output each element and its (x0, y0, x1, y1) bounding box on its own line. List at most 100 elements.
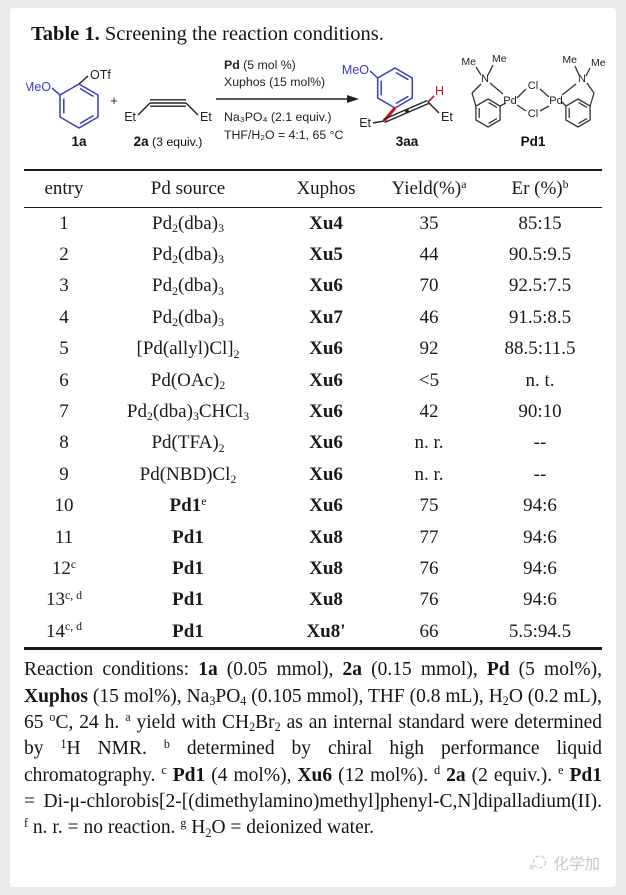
cell-er: -- (533, 463, 547, 485)
table-row: 10 Pd1e Xu6 75 94:6 (24, 491, 602, 522)
condition-line-2: Xuphos (15 mol%) (224, 75, 325, 89)
me-label-4: Me (591, 57, 606, 69)
cell-entry: 7 (59, 401, 69, 423)
n-label-right: N (578, 73, 586, 85)
cell-entry: 11 (54, 526, 74, 548)
cell-xu: Xu5 (309, 244, 343, 266)
cell-xu: Xu4 (309, 212, 343, 234)
condition-line-1: Pd (5 mol %) (224, 58, 296, 72)
table-row: 1 Pd2(dba)3 Xu4 35 85:15 (24, 208, 602, 240)
cell-pd: Pd2(dba)3 (152, 244, 224, 267)
paper-table-card: Table 1. Screening the reaction conditio… (10, 8, 616, 887)
watermark: 化学加 (528, 852, 600, 874)
me-label-2: Me (492, 53, 507, 65)
watermark-text: 化学加 (553, 855, 600, 873)
cell-yield: 44 (419, 244, 439, 266)
label-1a: 1a (71, 134, 87, 149)
cell-pd: Pd1 (172, 589, 204, 611)
cell-entry: 6 (59, 369, 69, 391)
cell-er: 90.5:9.5 (508, 244, 572, 266)
cell-pd: [Pd(allyl)Cl]2 (136, 338, 240, 361)
cell-er: 92.5:7.5 (508, 275, 572, 297)
product-3aa-structure: MeO Et H Et 3aa (342, 63, 453, 149)
cell-yield: 35 (419, 212, 439, 234)
cell-pd: Pd1 (172, 526, 204, 548)
cell-entry: 4 (59, 306, 69, 328)
cell-yield: 70 (419, 275, 439, 297)
cell-yield: 42 (419, 401, 439, 423)
pd-label-left: Pd (503, 95, 516, 107)
cell-er: 94:6 (523, 526, 557, 548)
cell-pd: Pd2(dba)3 (152, 275, 224, 298)
table-title-text: Screening the reaction conditions. (99, 23, 384, 45)
cell-entry: 9 (59, 463, 69, 485)
plus-sign: + (110, 94, 117, 108)
cell-xu: Xu8' (306, 620, 346, 642)
cell-entry: 3 (59, 275, 69, 297)
condition-line-4: THF/H₂O = 4:1, 65 °C (224, 128, 343, 142)
label-2a: 2a (3 equiv.) (134, 134, 203, 149)
et-label-2a-left: Et (124, 110, 136, 124)
n-label-left: N (481, 73, 489, 85)
cell-pd: Pd2(dba)3 (152, 212, 224, 235)
reaction-arrow-head (347, 95, 359, 103)
table-body: 1 Pd2(dba)3 Xu4 35 85:15 2 Pd2(dba)3 Xu5 44 90.5:… (24, 208, 602, 649)
header-entry: entry (24, 170, 104, 208)
table-row: 4 Pd2(dba)3 Xu7 46 91.5:8.5 (24, 302, 602, 333)
cell-entry: 10 (54, 495, 74, 517)
label-3aa: 3aa (396, 134, 419, 149)
cell-er: 94:6 (523, 557, 557, 579)
cell-yield: 66 (419, 620, 439, 642)
table-row: 6 Pd(OAc)2 Xu6 <5 n. t. (24, 365, 602, 396)
reaction-scheme: MeO OTf 1a + Et Et 2a (3 equiv.) Pd (5 m… (26, 53, 606, 149)
cell-er: 90:10 (518, 401, 562, 423)
cell-yield: <5 (418, 369, 440, 391)
cell-yield: n. r. (414, 432, 444, 454)
reactant-1a-structure: MeO OTf 1a (26, 68, 111, 149)
cl-label-top: Cl (528, 80, 538, 92)
cell-er: n. t. (525, 369, 555, 391)
cell-er: 94:6 (523, 495, 557, 517)
cell-entry: 14c, d (46, 620, 82, 642)
cell-xu: Xu6 (309, 463, 343, 485)
cell-pd: Pd2(dba)3CHCl3 (126, 401, 250, 424)
cell-yield: n. r. (414, 463, 444, 485)
table-row: 7 Pd2(dba)3CHCl3 Xu6 42 90:10 (24, 396, 602, 427)
cell-yield: 46 (419, 306, 439, 328)
header-xuphos: Xuphos (272, 170, 380, 208)
cell-yield: 92 (419, 338, 439, 360)
condition-line-3: Na₃PO₄ (2.1 equiv.) (224, 110, 332, 124)
cell-pd: Pd(TFA)2 (151, 432, 225, 455)
cell-entry: 13c, d (46, 588, 82, 611)
cell-er: -- (533, 432, 547, 454)
cell-xu: Xu6 (309, 275, 343, 297)
cell-er: 88.5:11.5 (504, 338, 576, 360)
cell-xu: Xu6 (309, 369, 343, 391)
cell-entry: 5 (59, 338, 69, 360)
allene-center-dot (405, 109, 409, 113)
cell-xu: Xu8 (309, 557, 343, 579)
cell-xu: Xu6 (309, 401, 343, 423)
header-yield: Yield(%)a (380, 170, 478, 208)
cell-pd: Pd2(dba)3 (152, 306, 224, 330)
table-title: Table 1. Screening the reaction conditio… (31, 21, 596, 47)
cl-label-bottom: Cl (528, 108, 538, 120)
table-row: 9 Pd(NBD)Cl2 Xu6 n. r. -- (24, 459, 602, 490)
cell-er: 91.5:8.5 (508, 306, 572, 328)
cell-entry: 1 (59, 212, 69, 234)
cell-pd: Pd(NBD)Cl2 (139, 463, 237, 487)
cell-entry: 8 (59, 432, 69, 454)
screening-table: entry Pd source Xuphos Yield(%)a Er (%)b… (24, 169, 602, 651)
cell-er: 94:6 (523, 589, 557, 611)
cell-er: 85:15 (518, 212, 562, 234)
h-label-3aa: H (435, 84, 444, 98)
cell-er: 5.5:94.5 (508, 620, 572, 642)
cell-entry: 2 (59, 244, 69, 266)
reactant-2a-structure: Et Et 2a (3 equiv.) (124, 99, 212, 149)
table-header: entry Pd source Xuphos Yield(%)a Er (%)b (24, 170, 602, 208)
table-row: 11 Pd1 Xu8 77 94:6 (24, 522, 602, 553)
table-title-number: Table 1. (31, 23, 100, 45)
table-row: 3 Pd2(dba)3 Xu6 70 92.5:7.5 (24, 271, 602, 302)
cell-xu: Xu6 (309, 495, 343, 517)
pd-label-right: Pd (549, 95, 562, 107)
